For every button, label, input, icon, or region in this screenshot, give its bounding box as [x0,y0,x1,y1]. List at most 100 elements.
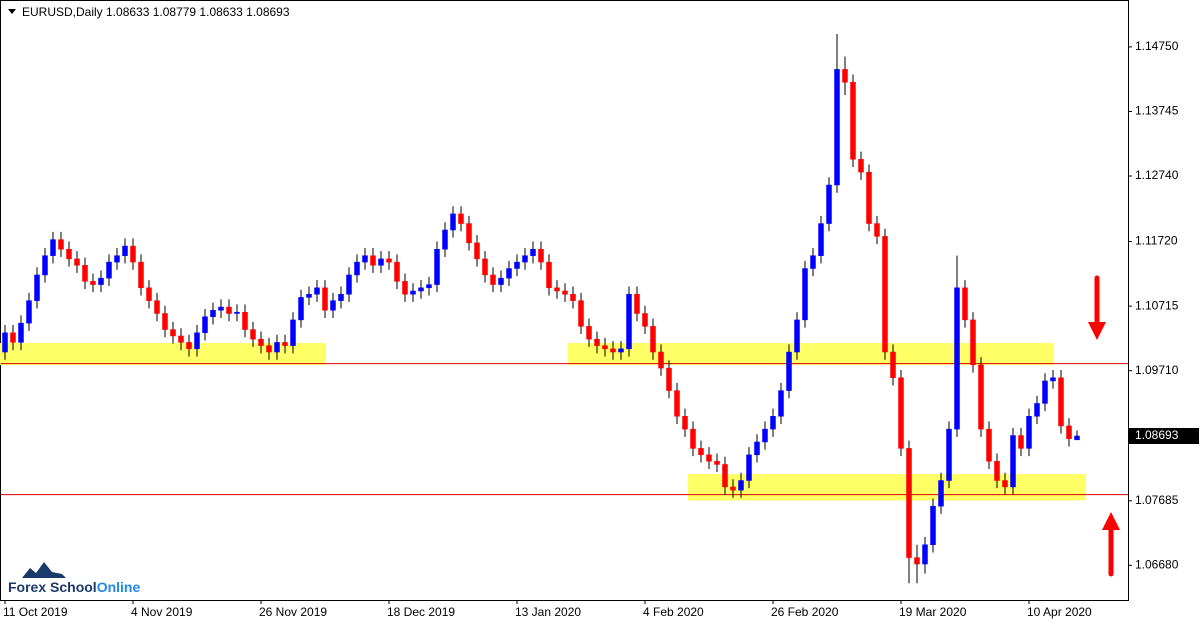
candle-body [1018,435,1024,449]
zones [0,343,1086,501]
x-tick-label: 18 Dec 2019 [387,605,455,619]
candle-body [722,464,728,488]
y-tick-label: 1.06680 [1135,557,1179,571]
candle-body [594,338,600,346]
y-tick-label: 1.10715 [1135,298,1179,312]
support-resistance-zone [688,474,1086,501]
candle-body [714,460,720,465]
y-tick-label: 1.12740 [1135,168,1179,182]
candle-body [578,300,584,327]
candle-body [978,364,984,430]
candle-body [162,313,168,330]
candle-body [386,258,392,263]
candle-body [690,428,696,449]
support-resistance-zone [568,343,1054,365]
candle-body [746,454,752,481]
candle-body [298,297,304,321]
candle-body [98,277,104,285]
candle-body [850,81,856,160]
x-tick-label: 26 Nov 2019 [259,605,327,619]
candle-body [1050,377,1056,382]
candle-body [18,322,24,343]
candle-body [610,348,616,353]
y-tick-label: 1.13745 [1135,104,1179,118]
x-tick-label: 4 Nov 2019 [131,605,193,619]
candle-body [634,293,640,314]
candle-body [442,229,448,250]
candle-body [834,69,840,186]
candle-body [58,239,64,250]
candle-body [522,255,528,263]
candle-body [106,261,112,279]
candle-body [882,236,888,353]
last-price-box [1129,427,1199,444]
candle-body [474,242,480,260]
candle-body [226,306,232,314]
menu-triangle [8,9,16,14]
candle-body [466,223,472,244]
candle-body [786,351,792,391]
candle-body [842,69,848,83]
y-tick-label: 1.09710 [1135,363,1179,377]
candle-body [290,319,296,346]
candle-body [954,287,960,430]
candle-body [698,448,704,456]
candle-body [554,287,560,292]
candle-body [738,480,744,491]
arrow-down [1088,275,1106,340]
chart-title: EURUSD,Daily 1.08633 1.08779 1.08633 1.0… [22,5,290,19]
candle-body [402,281,408,295]
candle-body [930,505,936,546]
candle-body [858,159,864,173]
candle-body [330,300,336,311]
candle-body [962,287,968,321]
candle-body [794,319,800,353]
candle-body [570,293,576,301]
brand-logo: Forex SchoolOnline [8,562,140,595]
candle-body [1026,416,1032,449]
candle-body [306,293,312,298]
candle-body [114,255,120,263]
candle-body [826,184,832,224]
candle-body [994,460,1000,481]
candle-body [42,255,48,276]
candle-body [922,544,928,565]
candle-body [194,332,200,350]
candle-body [1058,377,1064,427]
candle-body [674,390,680,417]
candle-body [530,249,536,256]
candle-body [82,265,88,282]
candle-body [178,335,184,343]
x-tick-label: 10 Apr 2020 [1027,605,1092,619]
candle-body [602,345,608,350]
y-tick-label: 1.14750 [1135,39,1179,53]
candle-body [346,274,352,295]
candle-body [458,213,464,224]
candle-body [146,287,152,301]
candle-body [1002,480,1008,488]
candle-body [1074,435,1080,441]
candle-body [650,326,656,353]
candle-body [1042,380,1048,404]
candle-body [138,261,144,289]
candle-body [490,274,496,285]
candle-body [234,311,240,314]
candle-body [394,261,400,282]
candle-body [322,287,328,311]
candle-body [338,293,344,301]
candle-body [410,290,416,295]
candle-body [890,351,896,378]
x-tick-label: 19 Mar 2020 [899,605,967,619]
candle-body [274,342,280,353]
candle-body [938,480,944,507]
candle-body [802,268,808,321]
candle-body [906,448,912,558]
candle-body [202,316,208,334]
candle-body [866,171,872,224]
candle-body [818,223,824,256]
candle-body [434,249,440,285]
x-tick-label: 13 Jan 2020 [515,605,581,619]
x-tick-label: 26 Feb 2020 [771,605,839,619]
candle-body [218,306,224,311]
